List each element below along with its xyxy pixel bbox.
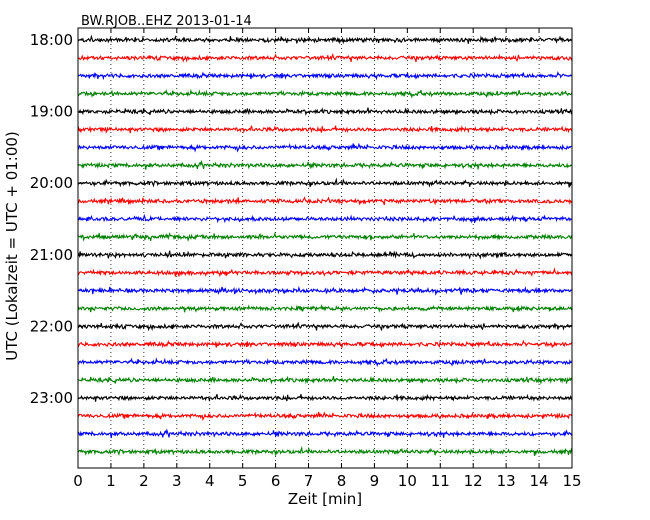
y-tick-label: 19:00 [30,103,73,121]
chart-title: BW.RJOB..EHZ 2013-01-14 [81,14,252,29]
y-axis-title: UTC (Lokalzeit = UTC + 01:00) [3,131,21,361]
trace-2030 [77,213,573,224]
trace-2130 [77,285,573,296]
x-tick-label: 9 [370,472,380,490]
tick-layer: 0 1 2 3 4 5 6 7 8 9 10 11 12 13 14 1518:0019:0020:0021:… [30,28,582,490]
plot-frame [77,27,573,469]
x-tick-label: 11 [431,472,450,490]
trace-2145 [77,303,573,313]
x-tick-label: 4 [205,472,215,490]
y-tick-label: 23:00 [30,389,73,407]
trace-1845 [77,88,573,99]
trace-2015 [77,196,573,206]
y-tick-label: 22:00 [30,317,73,335]
trace-2045 [77,231,573,243]
trace-1815 [77,53,573,63]
x-tick-label: 14 [530,472,549,490]
grid-layer [110,28,540,468]
trace-layer [77,34,573,457]
x-tick-label: 0 [73,472,83,490]
x-tick-label: 3 [172,472,182,490]
trace-1915 [77,125,573,134]
trace-2315 [77,411,573,422]
trace-1930 [77,142,573,153]
trace-2215 [77,339,573,350]
x-tick-label: 5 [238,472,248,490]
x-tick-label: 13 [497,472,516,490]
trace-1800 [77,34,573,45]
trace-2115 [77,267,573,278]
trace-1830 [77,71,573,81]
trace-2330 [77,428,573,439]
trace-2300 [77,393,573,403]
trace-2345 [77,445,573,457]
y-tick-label: 18:00 [30,31,73,49]
trace-2100 [77,250,573,260]
y-tick-label: 21:00 [30,246,73,264]
trace-2000 [77,177,573,188]
x-tick-label: 12 [464,472,483,490]
trace-2200 [77,321,573,332]
trace-1900 [77,107,573,116]
x-tick-label: 15 [562,472,581,490]
y-tick-label: 20:00 [30,174,73,192]
x-tick-label: 10 [398,472,417,490]
x-tick-label: 8 [337,472,347,490]
x-axis-title: Zeit [min] [288,490,362,508]
x-tick-label: 6 [271,472,281,490]
x-tick-label: 2 [139,472,149,490]
x-tick-label: 1 [106,472,116,490]
x-tick-label: 7 [304,472,314,490]
trace-2245 [77,375,573,385]
trace-1945 [77,159,573,170]
trace-2230 [77,357,573,368]
